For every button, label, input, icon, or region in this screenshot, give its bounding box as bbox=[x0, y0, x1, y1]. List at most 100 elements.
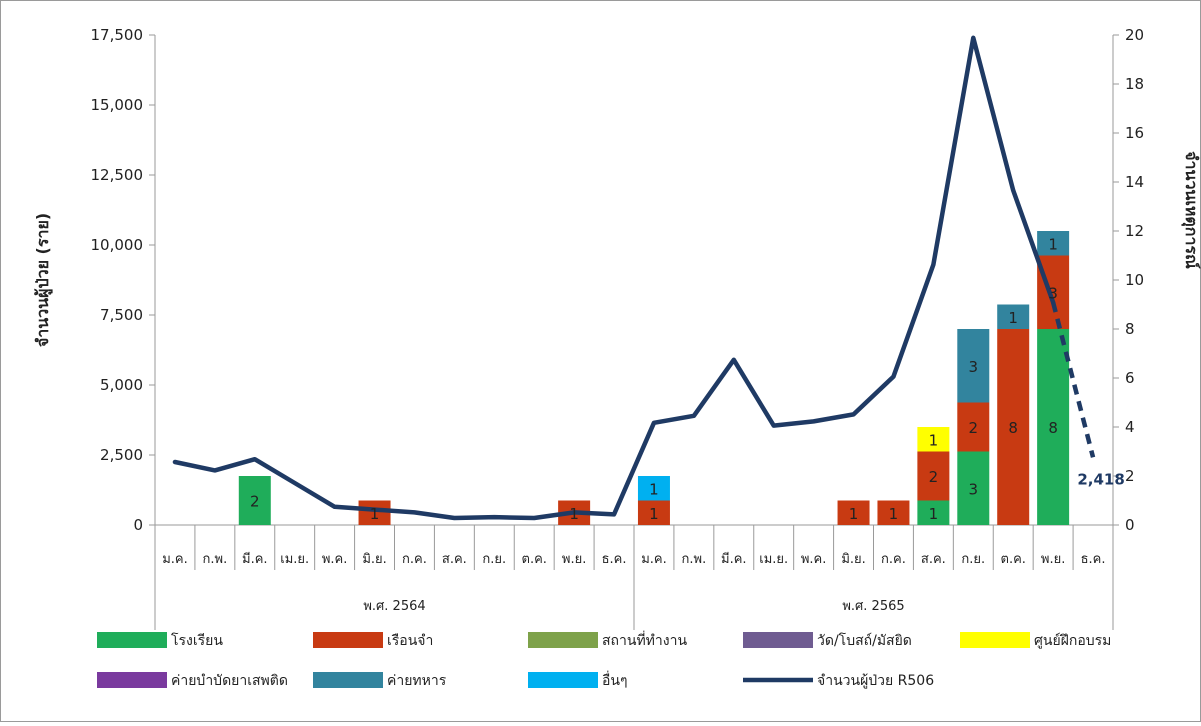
legend-label: สถานที่ทำงาน bbox=[602, 631, 687, 649]
bar-data-label: 1 bbox=[929, 505, 939, 523]
bar-data-label: 1 bbox=[849, 505, 859, 523]
x-tick-label: มิ.ย. bbox=[362, 552, 386, 567]
x-group-label: พ.ศ. 2564 bbox=[363, 599, 425, 614]
y2-tick-label: 6 bbox=[1125, 369, 1135, 387]
x-tick-label: พ.ค. bbox=[322, 552, 348, 567]
bar-segment bbox=[957, 329, 990, 403]
x-tick-label: ต.ค. bbox=[522, 552, 547, 567]
line-series-solid bbox=[172, 35, 1056, 521]
bar-segment bbox=[957, 451, 990, 525]
x-tick-label: ม.ค. bbox=[641, 552, 667, 567]
legend-label: โรงเรียน bbox=[171, 632, 223, 649]
x-tick-label: ม.ค. bbox=[162, 552, 188, 567]
bar-segment bbox=[837, 500, 870, 525]
bar-data-label: 2 bbox=[969, 419, 979, 437]
x-tick-label: ส.ค. bbox=[921, 552, 946, 567]
y-tick-label: 12,500 bbox=[91, 166, 144, 184]
x-tick-label: ก.ค. bbox=[402, 552, 427, 567]
legend-label: เรือนจำ bbox=[387, 633, 433, 649]
x-tick-label: ส.ค. bbox=[442, 552, 467, 567]
bar-data-label: 1 bbox=[649, 480, 659, 498]
bar-data-label: 1 bbox=[929, 431, 939, 449]
y-tick-label: 5,000 bbox=[100, 376, 143, 394]
legend-swatch bbox=[97, 632, 167, 648]
y-tick-label: 17,500 bbox=[91, 26, 144, 44]
line-end-label: 2,418 bbox=[1077, 470, 1124, 488]
y2-tick-label: 12 bbox=[1125, 222, 1144, 240]
bar-data-label: 3 bbox=[969, 480, 979, 498]
bar-segment bbox=[877, 500, 910, 525]
x-tick-label: พ.ย. bbox=[1041, 552, 1065, 567]
bar-data-label: 1 bbox=[649, 505, 659, 523]
y2-axis-title: จำนวนเหตุการณ์ bbox=[1181, 151, 1201, 269]
x-tick-label: มี.ค. bbox=[721, 551, 747, 567]
y2-tick-label: 8 bbox=[1125, 320, 1135, 338]
bar-data-label: 3 bbox=[1048, 284, 1058, 302]
legend-swatch bbox=[743, 632, 813, 648]
bar-segment bbox=[957, 402, 990, 452]
bar-segment bbox=[358, 500, 391, 525]
x-tick-label: ก.ย. bbox=[961, 552, 985, 567]
bar-data-label: 2 bbox=[250, 493, 260, 511]
legend-label: ค่ายบำบัดยาเสพติด bbox=[171, 673, 288, 689]
legend-label: จำนวนผู้ป่วย R506 bbox=[817, 673, 934, 689]
line-group bbox=[172, 35, 1096, 521]
bar-data-label: 1 bbox=[1048, 235, 1058, 253]
x-tick-label: พ.ย. bbox=[562, 552, 586, 567]
bar-segment bbox=[637, 476, 670, 501]
y-tick-label: 0 bbox=[133, 516, 143, 534]
x-tick-label: พ.ค. bbox=[801, 552, 827, 567]
line-series-dashed bbox=[1050, 301, 1096, 458]
y2-tick-label: 14 bbox=[1125, 173, 1144, 191]
bar-segment bbox=[637, 500, 670, 525]
bar-segment bbox=[997, 329, 1030, 525]
legend-label: วัด/โบสถ์/มัสยิด bbox=[817, 632, 912, 649]
x-group-label: พ.ศ. 2565 bbox=[842, 599, 904, 614]
y-axis-title: จำนวนผู้ป่วย (ราย) bbox=[33, 213, 54, 347]
bar-segment bbox=[238, 476, 271, 525]
legend-swatch bbox=[313, 672, 383, 688]
bar-data-label: 1 bbox=[569, 505, 579, 523]
x-tick-label: มิ.ย. bbox=[841, 552, 865, 567]
y2-tick-label: 10 bbox=[1125, 271, 1144, 289]
y2-tick-label: 4 bbox=[1125, 418, 1135, 436]
x-tick-label: ก.พ. bbox=[682, 552, 707, 567]
y-tick-label: 2,500 bbox=[100, 446, 143, 464]
bar-segment bbox=[917, 427, 950, 452]
x-tick-label: เม.ย. bbox=[759, 552, 788, 567]
bar-segment bbox=[917, 500, 950, 525]
bar-segment bbox=[997, 304, 1030, 329]
legend-label: ศูนย์ฝึกอบรม bbox=[1034, 632, 1111, 649]
x-tick-label: เม.ย. bbox=[280, 552, 309, 567]
legend-swatch bbox=[960, 632, 1030, 648]
bar-data-label: 1 bbox=[1008, 309, 1018, 327]
y2-tick-label: 0 bbox=[1125, 516, 1135, 534]
bar-data-label: 1 bbox=[889, 505, 899, 523]
x-tick-label: ก.ค. bbox=[881, 552, 906, 567]
bar-segment bbox=[917, 451, 950, 501]
labels-group: 2 1 3 8 1 1 1 1 1 2 2 8 3 1 3 1 1 1 2,418 bbox=[250, 235, 1125, 523]
legend-swatch bbox=[313, 632, 383, 648]
y2-tick-label: 20 bbox=[1125, 26, 1144, 44]
bar-data-label: 1 bbox=[370, 505, 380, 523]
x-tick-label: ธ.ค. bbox=[1081, 552, 1106, 567]
y2-tick-label: 18 bbox=[1125, 75, 1144, 93]
legend-swatch bbox=[97, 672, 167, 688]
y-tick-label: 10,000 bbox=[91, 236, 144, 254]
x-tick-label: ธ.ค. bbox=[602, 552, 627, 567]
bars-group bbox=[238, 231, 1070, 525]
legend-group: โรงเรียน เรือนจำ สถานที่ทำงาน วัด/โบสถ์/มัส… bbox=[97, 631, 1111, 689]
y-tick-label: 7,500 bbox=[100, 306, 143, 324]
y2-tick-label: 16 bbox=[1125, 124, 1144, 142]
bar-segment bbox=[1037, 231, 1070, 256]
x-tick-label: ก.พ. bbox=[203, 552, 228, 567]
bar-data-label: 8 bbox=[1008, 419, 1018, 437]
legend-swatch bbox=[528, 632, 598, 648]
legend-swatch bbox=[528, 672, 598, 688]
y-tick-label: 15,000 bbox=[91, 96, 144, 114]
bar-data-label: 2 bbox=[929, 468, 939, 486]
bar-data-label: 3 bbox=[969, 358, 979, 376]
bar-segment bbox=[1037, 329, 1070, 525]
